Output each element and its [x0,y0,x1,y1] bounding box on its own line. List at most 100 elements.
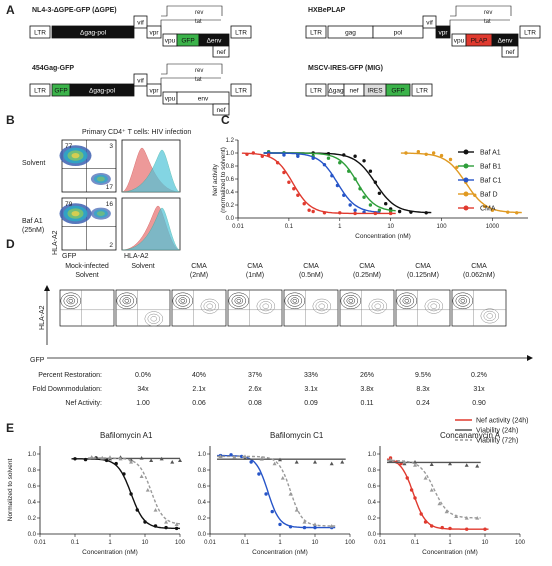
panel-e2-chart-point-1-7 [329,461,334,466]
panel-d-xarrow-head [527,355,533,361]
panel-c-chart-point-2-3 [311,156,315,160]
g454-vif-label: vif [137,78,144,85]
dotplot-density2-1-2 [96,211,105,217]
panel-e1-chart-point-0-9 [153,524,158,528]
panel-c-chart-ytick-label: 1.2 [226,138,235,144]
panel-e3-chart-point-0-9 [440,525,444,530]
panel-e1-chart-point-0-8 [143,520,147,524]
contour-ring-2-1 [175,294,191,307]
contour-ring-4-3 [292,298,298,303]
panel-c-chart-point-4-12 [322,211,327,215]
contour-ring2-5-2 [374,303,382,309]
panel-d-value-1-6: 31x [473,386,485,393]
panel-e2-chart-point-2-1 [232,455,237,459]
panel-c-chart-point-0-6 [353,154,357,158]
g454-ltr3-label: LTR [235,88,247,95]
contour-ring2-4-2 [318,303,326,309]
panel-e3-chart: 0.01 0.1 1 10 100 0.0 0.2 0.4 0.6 0.8 1.0 Concentra… [368,431,526,556]
panel-c-chart-point-1-6 [347,169,351,173]
panel-c-chart-point-0-5 [342,153,346,157]
panel-c-chart-point-1-8 [358,187,362,191]
panel-e2-chart: 0.01 0.1 1 10 100 0.0 0.2 0.4 0.6 0.8 1.0 Concentra… [198,431,356,556]
panel-e1-chart-ytick-label: 0.2 [28,516,37,522]
panel-e3-chart-title: Concanamycin A [440,431,501,440]
panel-e1-chart-point-2-3 [118,456,123,461]
panel-c-chart-point-4-0 [245,152,249,156]
panel-d-value-0-2: 37% [248,372,262,379]
dgpe-gagpol-box [51,25,135,39]
panel-d-value-0-0: 0.0% [135,372,151,379]
contour-ring-3-1 [231,294,247,307]
dgpe-vif-label: vif [137,20,144,27]
panel-b-xlabel-hla: HLA-A2 [124,253,149,260]
panel-e1-chart-point-0-0 [73,457,77,461]
panel-e1-chart-point-1-6 [149,458,154,462]
panel-d-value-1-5: 8.3x [416,386,430,393]
panel-letter-A: A [6,3,15,17]
panel-e1-chart-ylabel: Normalized to solvent [7,459,14,522]
panel-c-chart-point-4-9 [302,202,306,206]
panel-e1-chart-point-2-4 [129,460,134,464]
panel-d-row-label-0: Percent Restoration: [38,372,102,379]
mig-block-5-label: LTR [416,88,428,95]
panel-e3-chart-xtick-label: 10 [482,540,489,546]
panel-d-value-0-3: 33% [304,372,318,379]
contour-ring2-7-0 [480,308,500,324]
panel-e2-chart-point-2-4 [272,461,277,466]
plap-exon-lines [449,5,512,26]
panel-e3-chart-point-1-6 [475,464,480,468]
panel-c-legend-marker-4 [463,205,469,211]
contour-ring-6-0 [396,292,418,310]
panel-d-col-label-7: CMA [471,263,487,270]
panel-c-chart-point-3-4 [439,153,444,158]
g454-env-label: env [198,96,209,103]
panel-c-legend-marker-1 [463,163,469,169]
contour-ring2-2-0 [200,298,220,314]
panel-c-chart-point-0-15 [424,211,428,215]
panel-c-legend-marker-3 [463,191,469,197]
dgpe-nef-label: nef [216,49,225,56]
panel-e3-chart-point-2-3 [423,476,428,480]
mig-block-2-label: nef [349,88,358,95]
plap-plap-label: PLAP [471,38,488,45]
panel-e1-chart: 0.01 0.1 1 10 100 0.0 0.2 0.4 0.6 0.8 1.0 Concentra… [7,431,186,556]
plap-pol-box [372,25,424,39]
contour-ring-7-1 [455,294,471,307]
panel-e2-chart-point-1-8 [340,460,345,464]
panel-c-chart-point-4-11 [311,209,315,214]
panel-e1-chart-point-0-10 [164,525,168,530]
contour-ring-7-3 [460,298,466,303]
panel-e3-chart-ytick-label: 0.6 [368,484,377,490]
panel-c-chart-xtick-label: 1000 [486,224,500,230]
contour-frame-1 [115,289,171,327]
panel-e1-chart-point-0-11 [174,526,179,531]
panel-c-chart-curve-3 [400,152,522,214]
dotplot-density2-0-2 [96,176,105,182]
panel-e1-chart-point-1-8 [170,460,175,464]
panel-c-chart-point-0-8 [368,169,373,173]
panel-c-chart-point-4-2 [260,154,264,158]
contour-ring-5-1 [343,294,359,307]
plap-ltr5-label: LTR [310,30,322,37]
plap-ltr3-box [519,25,541,39]
panel-e3-chart-point-2-0 [388,457,393,462]
panel-d-yarrow-head [44,285,50,291]
panel-e2-chart-ytick-label: 0.6 [198,484,207,490]
contour-ring2-6-0 [424,298,444,314]
panel-b: Primary CD4⁺ T cells: HIV infection Solve… [22,129,191,260]
dgpe-nef-box [212,45,230,58]
panel-c-chart-point-4-4 [275,161,280,165]
contour-ring2-2-2 [206,303,214,309]
panel-c-chart-ylabel: Nef activity [212,163,219,196]
panel-d-col-label2-6: (0.125nM) [407,272,439,279]
panel-c-chart-point-4-10 [307,208,311,212]
panel-e1-chart-point-0-4 [114,461,118,466]
panel-c-chart-point-3-1 [416,150,421,154]
histogram-treated-0 [121,149,181,193]
panel-c-chart-point-4-3 [266,153,271,157]
panel-e3-chart-point-2-1 [402,460,407,464]
contour-ring2-4-1 [315,301,329,312]
dotplot-q3-0: 17 [106,184,114,191]
